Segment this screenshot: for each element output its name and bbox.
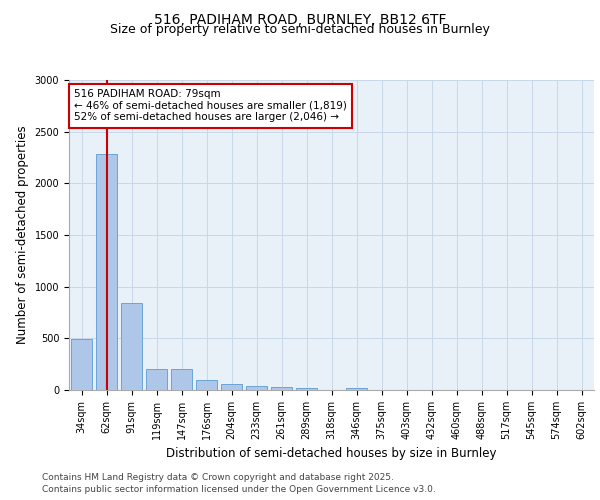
Bar — [296, 388, 317, 390]
Text: Contains public sector information licensed under the Open Government Licence v3: Contains public sector information licen… — [42, 485, 436, 494]
Bar — [96, 154, 117, 390]
Bar — [221, 384, 242, 390]
Text: 516, PADIHAM ROAD, BURNLEY, BB12 6TF: 516, PADIHAM ROAD, BURNLEY, BB12 6TF — [154, 12, 446, 26]
Bar — [171, 370, 192, 390]
Text: Contains HM Land Registry data © Crown copyright and database right 2025.: Contains HM Land Registry data © Crown c… — [42, 472, 394, 482]
Y-axis label: Number of semi-detached properties: Number of semi-detached properties — [16, 126, 29, 344]
Bar — [71, 340, 92, 390]
X-axis label: Distribution of semi-detached houses by size in Burnley: Distribution of semi-detached houses by … — [166, 448, 497, 460]
Bar — [146, 370, 167, 390]
Text: Size of property relative to semi-detached houses in Burnley: Size of property relative to semi-detach… — [110, 22, 490, 36]
Bar — [271, 387, 292, 390]
Text: 516 PADIHAM ROAD: 79sqm
← 46% of semi-detached houses are smaller (1,819)
52% of: 516 PADIHAM ROAD: 79sqm ← 46% of semi-de… — [74, 90, 347, 122]
Bar — [121, 303, 142, 390]
Bar — [246, 386, 267, 390]
Bar — [196, 380, 217, 390]
Bar — [346, 388, 367, 390]
